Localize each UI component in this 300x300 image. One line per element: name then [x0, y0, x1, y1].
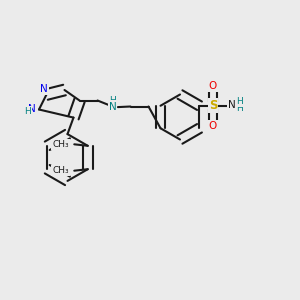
Text: O: O [209, 81, 217, 91]
Text: H: H [236, 97, 243, 106]
Text: H: H [109, 96, 116, 105]
Text: H: H [236, 104, 243, 113]
Text: S: S [209, 99, 217, 112]
Text: N: N [28, 104, 35, 115]
Text: O: O [209, 121, 217, 131]
Text: CH₃: CH₃ [52, 140, 69, 149]
Text: N: N [40, 84, 48, 94]
Text: N: N [109, 101, 116, 112]
Text: H: H [24, 106, 31, 116]
Text: CH₃: CH₃ [52, 166, 69, 175]
Text: N: N [228, 100, 236, 110]
